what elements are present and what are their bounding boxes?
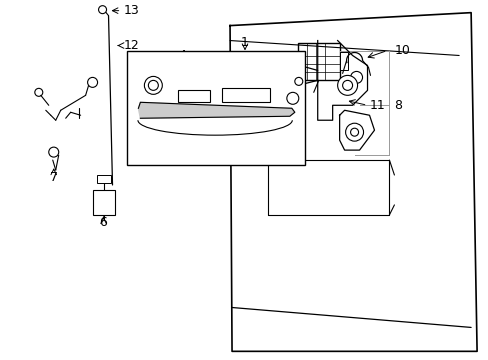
Circle shape — [144, 76, 162, 94]
Bar — [142, 124, 164, 142]
Circle shape — [350, 128, 358, 136]
Bar — [160, 66, 190, 100]
Text: 7: 7 — [50, 171, 58, 184]
Circle shape — [350, 71, 362, 84]
Bar — [127, 50, 304, 165]
Bar — [96, 175, 110, 183]
Bar — [339, 53, 347, 71]
Circle shape — [148, 80, 158, 90]
Text: 9: 9 — [276, 56, 285, 69]
Circle shape — [337, 75, 357, 95]
Circle shape — [342, 80, 352, 90]
Bar — [222, 88, 269, 102]
Bar — [146, 128, 160, 138]
Text: 6: 6 — [100, 216, 107, 229]
Text: 10: 10 — [394, 44, 409, 57]
Circle shape — [345, 123, 363, 141]
Bar — [297, 42, 339, 80]
Circle shape — [286, 92, 298, 104]
Text: 2: 2 — [189, 54, 197, 67]
Bar — [92, 190, 114, 215]
Text: 12: 12 — [123, 39, 139, 52]
Circle shape — [87, 77, 98, 87]
Text: 13: 13 — [123, 4, 139, 17]
Bar — [165, 58, 185, 66]
Circle shape — [35, 88, 42, 96]
Text: 11: 11 — [369, 99, 385, 112]
Text: 4: 4 — [178, 49, 186, 62]
Text: 3: 3 — [253, 54, 262, 67]
Text: 1: 1 — [241, 36, 248, 49]
Circle shape — [99, 6, 106, 14]
Text: 5: 5 — [151, 147, 159, 159]
Polygon shape — [138, 102, 294, 118]
Circle shape — [49, 147, 59, 157]
Text: 8: 8 — [394, 99, 402, 112]
Circle shape — [294, 77, 302, 85]
Bar — [178, 90, 210, 102]
